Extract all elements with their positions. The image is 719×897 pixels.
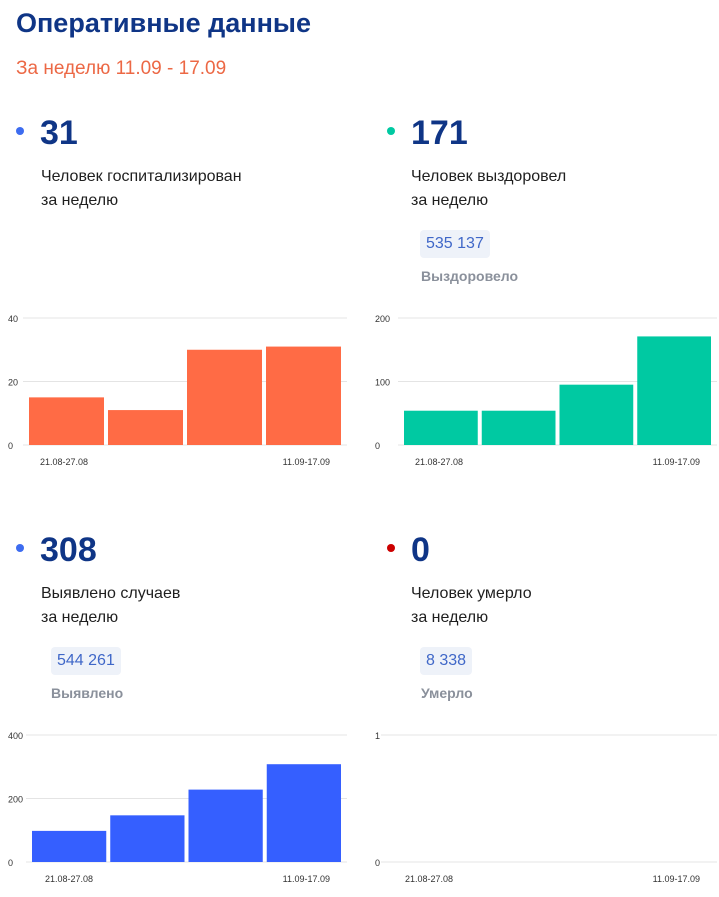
bullet-dot-icon [387,544,395,552]
detected-total-badge: 544 261 [51,647,121,675]
detected-count: 308 [40,531,97,569]
x-tick-label: 11.09-17.09 [653,874,700,884]
page-subtitle: За неделю 11.09 - 17.09 [16,58,227,79]
y-tick-label: 40 [8,314,18,324]
x-tick-label: 11.09-17.09 [283,457,330,467]
bullet-dot-icon [16,544,24,552]
hospitalized-label-line2: за неделю [41,192,119,209]
bar [110,815,185,862]
y-tick-label: 0 [375,858,380,868]
died-count: 0 [411,531,430,569]
y-tick-label: 400 [8,731,23,741]
recovered-bar-chart: 0 100 200 21.08-27.08 11.09-17.09 [375,314,717,467]
bar [108,410,183,445]
bar [266,346,341,445]
recovered-count: 171 [411,114,468,152]
bar [481,410,556,445]
died-label-line2: за неделю [411,609,489,626]
hospitalized-bar-chart: 0 20 40 21.08-27.08 11.09-17.09 [8,314,347,467]
detected-bar-chart: 0 200 400 21.08-27.08 11.09-17.09 [8,731,347,884]
y-tick-label: 1 [375,731,380,741]
recovered-total-badge: 535 137 [420,230,490,258]
x-tick-label: 21.08-27.08 [415,457,463,467]
x-tick-label: 21.08-27.08 [405,874,453,884]
detected-label-line2: за неделю [41,609,119,626]
recovered-label-line1: Человек выздоровел [411,168,567,185]
bar [187,349,262,445]
bar [266,764,341,862]
bar [559,384,634,445]
y-tick-label: 0 [375,441,380,451]
y-tick-label: 0 [8,441,13,451]
bar [188,789,263,862]
y-tick-label: 200 [375,314,390,324]
died-label-line1: Человек умерло [411,585,532,602]
detected-label-line1: Выявлено случаев [41,585,181,602]
bullet-dot-icon [16,127,24,135]
bar [29,397,104,445]
x-tick-label: 11.09-17.09 [283,874,330,884]
y-tick-label: 0 [8,858,13,868]
died-total-label: Умерло [421,685,473,701]
hospitalized-label-line1: Человек госпитализирован [41,168,242,185]
detected-total-label: Выявлено [51,685,124,701]
hospitalized-count: 31 [40,114,78,152]
recovered-total-label: Выздоровело [421,268,519,284]
died-total-badge: 8 338 [420,647,473,675]
x-tick-label: 11.09-17.09 [653,457,700,467]
recovered-label-line2: за неделю [411,192,489,209]
y-tick-label: 20 [8,378,18,388]
x-tick-label: 21.08-27.08 [45,874,93,884]
bullet-dot-icon [387,127,395,135]
bar [32,830,107,862]
bar [404,410,478,445]
y-tick-label: 100 [375,378,390,388]
x-tick-label: 21.08-27.08 [40,457,88,467]
page-title: Оперативные данные [16,8,311,38]
died-bar-chart: 0 1 21.08-27.08 11.09-17.09 [375,731,717,884]
y-tick-label: 200 [8,795,23,805]
bar [637,336,711,445]
